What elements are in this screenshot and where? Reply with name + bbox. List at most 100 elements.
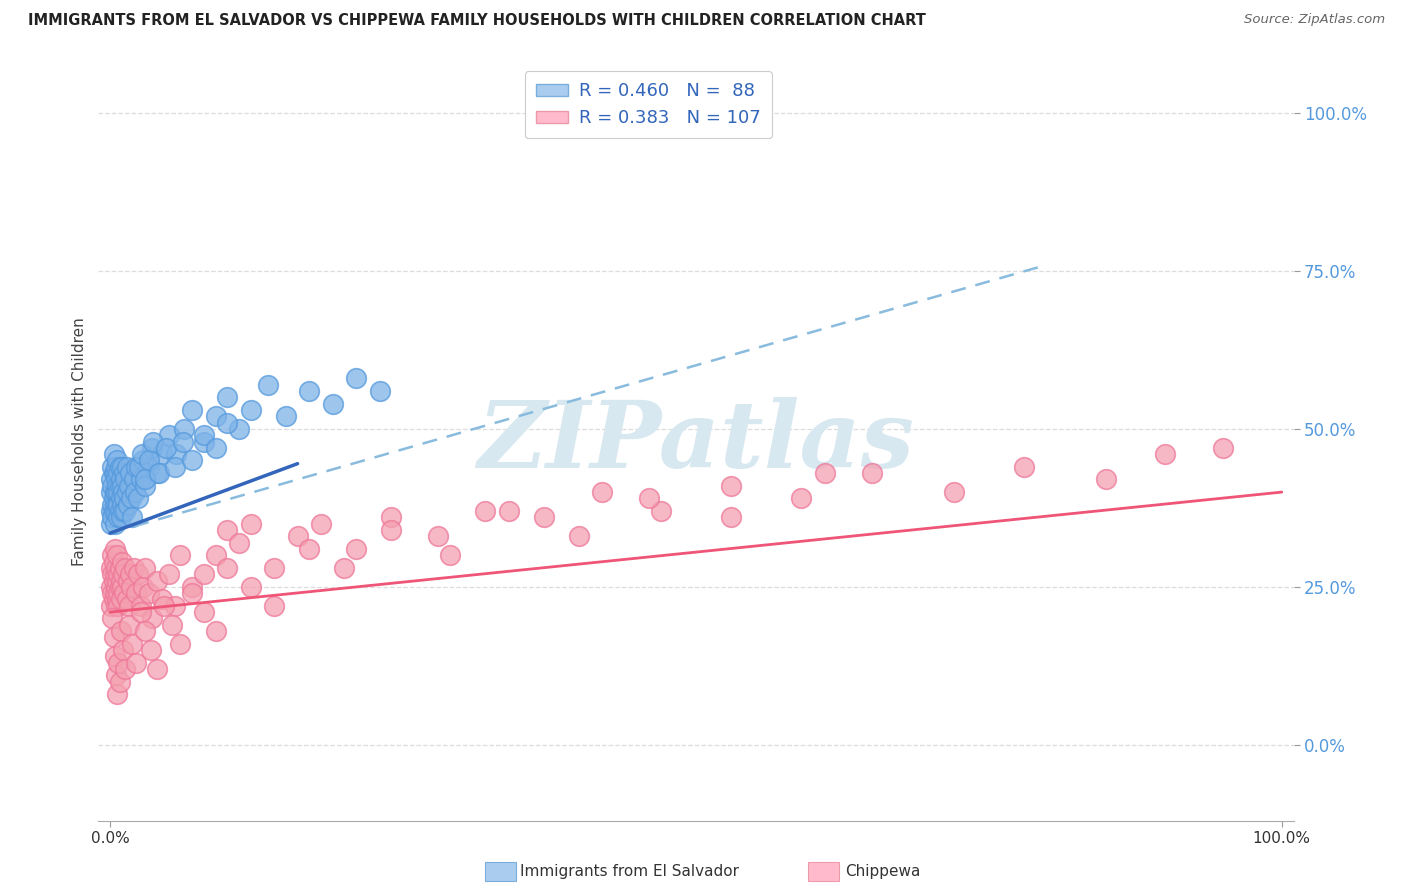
Point <box>138 453 160 467</box>
Point <box>104 586 127 600</box>
Point <box>150 447 173 461</box>
Point <box>105 459 128 474</box>
Text: ZIPatlas: ZIPatlas <box>478 397 914 486</box>
Point <box>322 396 344 410</box>
Point <box>217 390 239 404</box>
Point <box>100 561 122 575</box>
Point <box>105 479 128 493</box>
Point <box>568 529 591 543</box>
Point <box>298 384 321 398</box>
Point <box>263 561 285 575</box>
Point <box>131 447 153 461</box>
Point <box>105 453 128 467</box>
Point <box>720 479 742 493</box>
Point <box>103 466 125 480</box>
Y-axis label: Family Households with Children: Family Households with Children <box>72 318 87 566</box>
Point <box>118 599 141 613</box>
Point <box>115 485 138 500</box>
Point <box>100 485 122 500</box>
Point <box>129 599 152 613</box>
Point <box>591 485 613 500</box>
Point <box>112 586 135 600</box>
Point <box>155 441 177 455</box>
Point <box>150 592 173 607</box>
Point <box>120 580 142 594</box>
Point <box>942 485 965 500</box>
Point <box>163 599 186 613</box>
Point <box>125 656 148 670</box>
Point <box>107 656 129 670</box>
Point <box>105 668 128 682</box>
Point <box>125 459 148 474</box>
Point <box>104 516 127 531</box>
Point <box>105 599 128 613</box>
Point <box>112 491 135 506</box>
Point <box>134 473 156 487</box>
Legend: R = 0.460   N =  88, R = 0.383   N = 107: R = 0.460 N = 88, R = 0.383 N = 107 <box>524 71 772 138</box>
Point <box>148 466 170 480</box>
Point <box>115 592 138 607</box>
Point <box>173 422 195 436</box>
Point <box>103 574 125 588</box>
Point <box>439 548 461 563</box>
Point <box>132 580 155 594</box>
Point <box>157 567 180 582</box>
Point <box>204 548 226 563</box>
Point <box>105 592 128 607</box>
Point <box>104 541 127 556</box>
Point <box>108 674 131 689</box>
Point <box>134 561 156 575</box>
Point <box>427 529 450 543</box>
Point <box>103 447 125 461</box>
Point <box>141 643 163 657</box>
Point <box>309 516 332 531</box>
Point <box>380 510 402 524</box>
Point <box>105 548 128 563</box>
Point <box>100 473 122 487</box>
Point <box>111 479 134 493</box>
Point <box>274 409 297 424</box>
Point <box>104 649 127 664</box>
Point <box>344 371 367 385</box>
Point <box>100 599 122 613</box>
Point <box>239 403 262 417</box>
Point <box>124 485 146 500</box>
Point <box>103 504 125 518</box>
Point <box>103 631 125 645</box>
Point <box>105 580 128 594</box>
Point <box>108 459 131 474</box>
Point <box>128 459 150 474</box>
Point <box>108 580 131 594</box>
Point <box>112 504 135 518</box>
Point <box>107 599 129 613</box>
Point <box>169 637 191 651</box>
Point <box>239 580 262 594</box>
Point <box>100 516 122 531</box>
Point <box>111 498 134 512</box>
Point <box>105 498 128 512</box>
Point <box>127 491 149 506</box>
Point <box>165 447 187 461</box>
Point <box>111 459 134 474</box>
Point <box>860 466 883 480</box>
Point <box>239 516 262 531</box>
Point <box>344 541 367 556</box>
Point <box>110 624 132 639</box>
Point <box>108 504 131 518</box>
Point <box>105 473 128 487</box>
Point <box>114 561 136 575</box>
Point <box>257 377 280 392</box>
Point <box>120 466 141 480</box>
Point <box>122 561 145 575</box>
Point <box>217 523 239 537</box>
Point <box>110 491 132 506</box>
Point <box>217 561 239 575</box>
Point <box>638 491 661 506</box>
Point <box>129 605 152 619</box>
Point <box>228 535 250 549</box>
Point <box>101 548 124 563</box>
Point <box>108 479 131 493</box>
Point <box>114 662 136 676</box>
Point <box>104 466 127 480</box>
Point <box>1212 441 1234 455</box>
